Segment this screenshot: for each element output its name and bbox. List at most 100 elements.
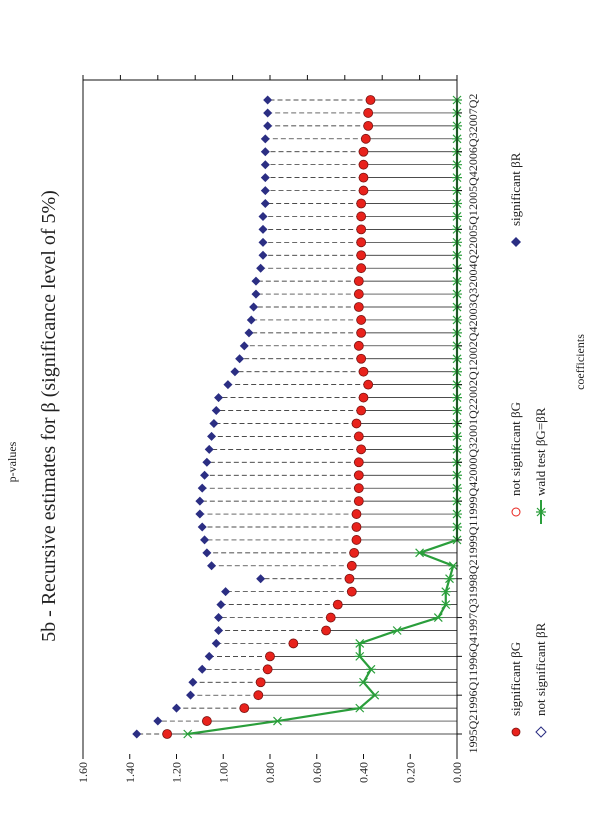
beta-r-point [197,664,207,674]
quarter-tick-label: 1995Q2 [466,715,480,754]
legend-label: significant βR [508,152,523,226]
beta-g-point [262,664,273,675]
beta-r-point [239,341,249,351]
beta-r-point [263,108,273,118]
legend-filled-circle-swatch [511,727,521,737]
beta-g-point [358,185,369,196]
beta-g-point [351,535,362,545]
wald-test-point [354,703,365,713]
quarter-tick-label: 1999Q1 [466,521,480,560]
wald-test-point [392,626,403,635]
beta-r-point [214,613,224,623]
beta-g-point [353,496,364,507]
beta-g-point [353,470,364,481]
beta-g-point [253,690,264,701]
p-values-axis-title: p-values [5,441,19,482]
wald-test-point [358,677,369,687]
beta-r-point [216,600,226,610]
quarter-tick-label: 2001Q2 [466,404,480,443]
beta-r-point [202,548,212,558]
beta-r-point [249,302,259,312]
beta-g-point [358,172,369,183]
coefficients-tick-label: 1.00 [216,762,230,783]
legend-label: significant βG [508,642,523,716]
beta-r-point [207,561,217,571]
beta-g-point [353,340,364,351]
beta-g-point [265,651,275,662]
beta-r-point [204,444,214,454]
beta-r-point [200,470,210,480]
beta-r-point [244,328,254,338]
beta-r-point [258,224,268,234]
beta-g-point [356,198,367,209]
beta-g-point [356,263,367,274]
beta-r-point [263,95,273,105]
wald-test-point [440,587,451,597]
beta-g-point [358,146,369,157]
quarter-tick-label: 2002Q4 [466,327,480,366]
plot-area [132,95,462,739]
beta-r-point [251,276,261,286]
beta-g-point [349,547,360,558]
beta-g-point [358,159,369,170]
beta-g-point [351,418,362,429]
legend-star-swatch [536,507,546,517]
wald-test-point [365,664,376,674]
quarter-tick-label: 1998Q2 [466,559,480,598]
quarter-tick-label: 2006Q3 [466,132,480,171]
legend: significant βG not significant βR not sign… [508,152,548,738]
quarter-tick-label: 2004Q2 [466,249,480,288]
beta-r-point [256,574,266,584]
beta-g-point [356,444,367,455]
quarter-tick-label: 2003Q3 [466,288,480,327]
beta-r-point [197,483,207,493]
beta-r-point [202,457,212,467]
beta-g-point [353,289,364,299]
beta-r-point [197,522,207,532]
coefficients-tick-label: 0.80 [263,762,277,783]
wald-test-point [354,639,365,648]
beta-g-point [363,108,374,118]
quarter-tick-label: 2007Q2 [466,94,480,133]
p-values-axis [82,75,458,754]
wald-test-point [354,651,365,661]
beta-g-point [344,573,355,584]
beta-g-point [356,327,367,338]
beta-g-point [239,703,250,714]
coefficients-tick-label: 0.40 [357,762,371,783]
beta-r-point [172,703,181,713]
coefficients-tick-label: 1.20 [170,762,184,783]
beta-r-point [251,289,261,299]
beta-r-point [200,535,210,545]
beta-g-point [255,677,266,688]
beta-r-point [256,263,266,273]
beta-g-point [346,560,357,571]
beta-r-point [246,315,256,325]
beta-r-point [263,121,273,131]
rotated-chart-group: 5b - Recursive estimates for β (signific… [5,75,587,783]
beta-r-point [258,237,268,247]
beta-g-point [356,353,367,364]
beta-r-point [214,393,224,403]
wald-test-point [444,574,455,584]
legend-label: wald test βG=βR [533,407,548,496]
wald-test-line [187,100,459,736]
beta-g-point [356,405,367,416]
beta-r-point [260,173,270,183]
beta-g-point [363,379,374,390]
beta-r-point [207,431,217,441]
beta-g-point [356,250,367,261]
quarter-tick-label: 2000Q3 [466,443,480,482]
chart-title: 5b - Recursive estimates for β (signific… [38,190,60,642]
quarter-axis: 1995Q21996Q11996Q41997Q31998Q21999Q11999… [83,79,480,754]
beta-g-point [365,95,376,105]
wald-test-point [433,613,444,622]
beta-r-point [260,160,270,170]
coefficients-tick-label: 0.60 [310,762,324,783]
legend-label: not significant βG [508,402,523,496]
beta-r-point [221,587,231,597]
coefficients-tick-label: 1.60 [76,762,90,783]
beta-g-point [353,483,364,494]
wald-test-point [414,548,425,558]
